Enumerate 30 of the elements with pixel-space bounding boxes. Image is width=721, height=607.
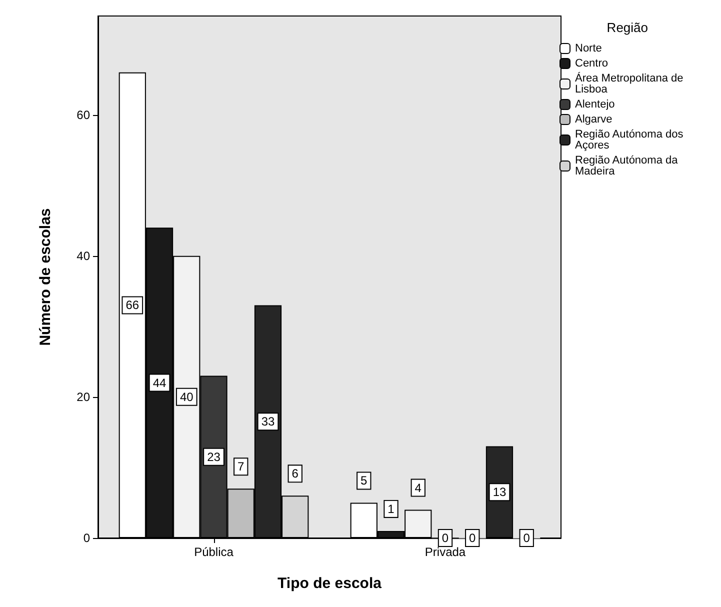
legend-label: Área Metropolitana de Lisboa [575, 72, 686, 96]
x-axis-title: Tipo de escola [278, 575, 382, 592]
y-tick-label: 20 [76, 390, 90, 404]
data-label: 23 [207, 450, 221, 464]
legend-label: Alentejo [575, 98, 615, 110]
data-label: 40 [180, 390, 194, 404]
data-label: 66 [126, 298, 140, 312]
y-tick-label: 0 [83, 531, 90, 545]
data-label: 0 [469, 531, 476, 545]
x-tick-label: Privada [424, 545, 466, 559]
y-tick-label: 60 [76, 108, 90, 122]
legend-label: Centro [575, 58, 608, 70]
x-tick-label: Pública [194, 545, 234, 559]
legend-label: Região Autónoma dos Açores [575, 128, 686, 152]
data-label: 13 [492, 485, 506, 500]
legend-label: Algarve [575, 114, 612, 126]
data-label: 33 [261, 414, 275, 429]
data-label: 4 [414, 480, 422, 495]
data-label: 44 [152, 376, 167, 390]
data-label: 5 [360, 474, 368, 488]
data-label: 1 [388, 502, 395, 516]
y-axis-title: Número de escolas [37, 208, 54, 346]
data-label: 0 [442, 531, 449, 545]
data-label: 0 [523, 531, 530, 545]
data-label: 7 [238, 460, 245, 474]
legend-label: Norte [575, 42, 602, 54]
data-label: 6 [292, 466, 299, 481]
y-tick-label: 40 [76, 248, 90, 263]
legend-label: Região Autónoma da Madeira [575, 154, 681, 178]
legend-title: Região [606, 20, 648, 35]
